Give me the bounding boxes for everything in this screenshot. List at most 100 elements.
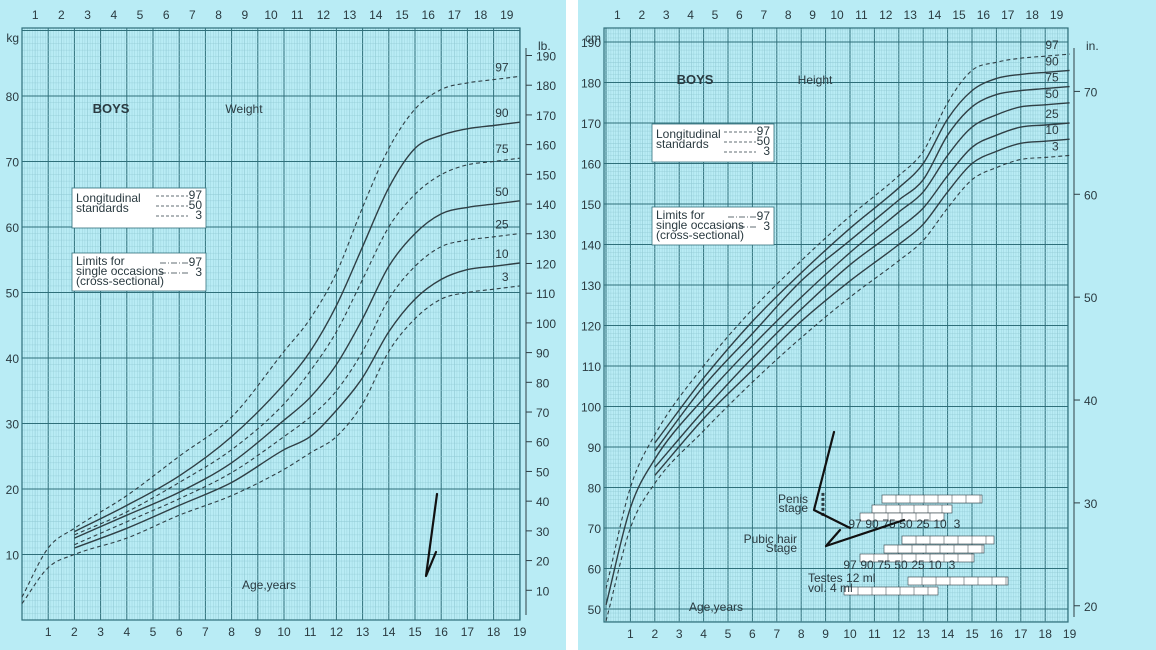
testes-bar xyxy=(907,576,1009,586)
x-tick-bottom-height: 8 xyxy=(798,627,805,641)
y-tick-right-weight: 120 xyxy=(536,257,556,271)
stage-percentile-row1: 10 xyxy=(933,517,947,531)
y-tick-left-height: 130 xyxy=(581,279,601,293)
x-tick-top-height: 11 xyxy=(855,8,868,22)
y-tick-right-weight: 40 xyxy=(536,495,550,509)
legend-title-longitudinal-height: Longitudinal xyxy=(656,127,721,141)
y-tick-left-weight: 10 xyxy=(6,549,20,563)
stage-tick: ▪ xyxy=(821,502,825,516)
grid-height xyxy=(604,28,1068,622)
pubic-stage-bar xyxy=(883,544,985,554)
x-tick-top-height: 6 xyxy=(736,8,743,22)
y-tick-right-weight: 180 xyxy=(536,79,556,93)
y-tick-left-weight: 60 xyxy=(6,221,20,235)
x-tick-bottom-weight: 13 xyxy=(356,625,370,639)
y-tick-left-height: 190 xyxy=(581,36,601,50)
x-tick-top-weight: 12 xyxy=(317,8,331,22)
x-tick-bottom-height: 2 xyxy=(651,627,658,641)
series-line-height-p90 xyxy=(654,69,1070,444)
x-tick-top-height: 14 xyxy=(928,8,942,22)
legend-title-limits-weight: (cross-sectional) xyxy=(76,274,164,288)
x-tick-bottom-weight: 16 xyxy=(435,625,449,639)
x-tick-top-weight: 2 xyxy=(58,8,65,22)
stage-percentile-row1: 25 xyxy=(916,517,930,531)
x-tick-bottom-height: 11 xyxy=(868,627,881,641)
legend-entry-weight: 3 xyxy=(195,208,202,222)
y-tick-left-height: 160 xyxy=(581,158,601,172)
chart-subtitle-height: Height xyxy=(798,73,833,87)
y-tick-left-height: 170 xyxy=(581,117,601,131)
legend-title-longitudinal-2-weight: standards xyxy=(76,201,129,215)
legend-box-limits-weight xyxy=(71,252,207,292)
x-tick-top-weight: 16 xyxy=(422,8,436,22)
x-tick-bottom-weight: 18 xyxy=(487,625,501,639)
series-label-weight-p25: 25 xyxy=(495,218,509,232)
x-tick-bottom-weight: 15 xyxy=(408,625,422,639)
x-tick-top-weight: 18 xyxy=(474,8,488,22)
testes-label-4ml: vol. 4 ml xyxy=(808,581,853,595)
y-tick-right-weight: 20 xyxy=(536,555,550,569)
y-tick-right-weight: 50 xyxy=(536,465,550,479)
x-tick-bottom-height: 16 xyxy=(990,627,1004,641)
y-tick-right-weight: 150 xyxy=(536,168,556,182)
y-tick-left-weight: 40 xyxy=(6,352,20,366)
x-axis-label-height: Age,years xyxy=(689,600,743,614)
x-tick-top-height: 8 xyxy=(785,8,792,22)
y-tick-right-height: 50 xyxy=(1084,291,1098,305)
x-tick-top-weight: 3 xyxy=(84,8,91,22)
x-tick-bottom-height: 18 xyxy=(1039,627,1053,641)
testes-label-12ml: Testes 12 ml xyxy=(808,571,875,585)
y-tick-left-height: 100 xyxy=(581,401,601,415)
x-tick-top-height: 16 xyxy=(977,8,991,22)
testes-bar xyxy=(843,586,939,596)
x-tick-bottom-weight: 14 xyxy=(382,625,396,639)
y-tick-right-height: 40 xyxy=(1084,394,1098,408)
y-tick-right-weight: 160 xyxy=(536,139,556,153)
y-tick-left-height: 90 xyxy=(588,441,602,455)
y-tick-left-weight: 70 xyxy=(6,156,20,170)
y-tick-left-weight: 20 xyxy=(6,483,20,497)
y-tick-right-weight: 140 xyxy=(536,198,556,212)
x-tick-bottom-weight: 2 xyxy=(71,625,78,639)
x-tick-top-height: 5 xyxy=(712,8,719,22)
x-tick-top-height: 4 xyxy=(687,8,694,22)
stage-percentile-row1: 90 xyxy=(865,517,879,531)
x-tick-bottom-height: 6 xyxy=(749,627,756,641)
x-tick-bottom-height: 13 xyxy=(917,627,931,641)
plot-frame-weight xyxy=(21,27,521,621)
x-tick-top-height: 17 xyxy=(1001,8,1015,22)
x-tick-top-weight: 7 xyxy=(189,8,196,22)
x-tick-bottom-weight: 4 xyxy=(123,625,130,639)
series-label-weight-p90: 90 xyxy=(495,106,509,120)
legend-title-limits-height: single occasions xyxy=(656,218,744,232)
x-tick-top-height: 10 xyxy=(830,8,844,22)
x-tick-top-weight: 5 xyxy=(137,8,144,22)
series-line-height-p3 xyxy=(605,154,1070,622)
series-label-height-p97: 97 xyxy=(1045,38,1059,52)
x-tick-top-weight: 15 xyxy=(395,8,409,22)
series-line-weight-p3 xyxy=(21,285,520,604)
legend-entry-height: 50 xyxy=(757,134,771,148)
y-tick-right-weight: 110 xyxy=(536,287,555,301)
legend-title-limits-height: Limits for xyxy=(656,208,705,222)
x-tick-top-weight: 13 xyxy=(343,8,357,22)
legend-entry-height: 3 xyxy=(763,144,770,158)
x-tick-bottom-height: 9 xyxy=(822,627,829,641)
chart-title-height: BOYS xyxy=(677,72,714,87)
x-tick-bottom-weight: 6 xyxy=(176,625,183,639)
x-tick-bottom-height: 10 xyxy=(843,627,857,641)
x-tick-bottom-height: 14 xyxy=(941,627,955,641)
legend-entry-limits-weight: 97 xyxy=(189,255,203,269)
y-tick-right-height: 20 xyxy=(1084,600,1098,614)
y-tick-left-height: 110 xyxy=(582,360,601,374)
y-tick-left-height: 80 xyxy=(588,482,602,496)
legend-title-limits-height: (cross-sectional) xyxy=(656,228,744,242)
x-tick-top-height: 9 xyxy=(809,8,816,22)
legend-entry-limits-height: 97 xyxy=(757,209,771,223)
y-tick-left-height: 70 xyxy=(588,522,602,536)
legend-title-limits-weight: single occasions xyxy=(76,264,164,278)
stage-percentile-row1: 3 xyxy=(954,517,961,531)
chart-title-weight: BOYS xyxy=(93,101,130,116)
penis-stage-label: Penis xyxy=(778,492,808,506)
stage-percentile-row1: 97 xyxy=(848,517,862,531)
